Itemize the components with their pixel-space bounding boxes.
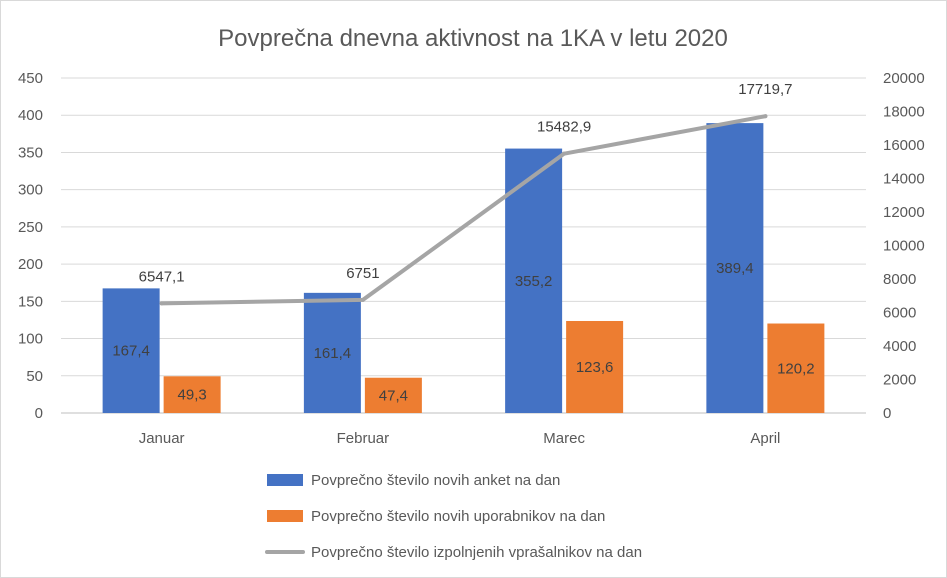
legend-label: Povprečno število izpolnjenih vprašalnik… bbox=[311, 544, 642, 561]
left-axis-tick: 300 bbox=[18, 182, 43, 199]
left-axis-tick: 400 bbox=[18, 107, 43, 124]
line-data-label: 17719,7 bbox=[738, 81, 792, 98]
right-axis-tick: 12000 bbox=[883, 204, 925, 221]
right-axis-tick: 18000 bbox=[883, 104, 925, 121]
right-axis-tick: 6000 bbox=[883, 305, 916, 322]
right-axis-tick: 20000 bbox=[883, 70, 925, 87]
bar-data-label: 49,3 bbox=[178, 387, 207, 404]
legend: Povprečno število novih anket na dan Povp… bbox=[265, 472, 642, 561]
bar-novi-uporabniki bbox=[163, 376, 221, 413]
category-label: Februar bbox=[337, 430, 390, 447]
line-izpolnjeni-vprasalniki bbox=[159, 114, 768, 306]
bar-data-label: 389,4 bbox=[716, 260, 754, 277]
line-point bbox=[360, 297, 365, 302]
category-label: April bbox=[750, 430, 780, 447]
line-point bbox=[562, 151, 567, 156]
left-axis-tick: 200 bbox=[18, 256, 43, 273]
legend-label: Povprečno število novih anket na dan bbox=[311, 472, 560, 489]
bar-nove-ankete bbox=[303, 292, 361, 413]
bar-data-label: 161,4 bbox=[314, 345, 352, 362]
line-series bbox=[159, 114, 768, 306]
bar-data-label: 123,6 bbox=[576, 359, 614, 376]
category-label: Januar bbox=[139, 430, 185, 447]
bar-novi-uporabniki bbox=[566, 320, 624, 413]
legend-label: Povprečno število novih uporabnikov na d… bbox=[311, 508, 605, 525]
right-axis-tick: 2000 bbox=[883, 372, 916, 389]
right-axis-tick: 4000 bbox=[883, 338, 916, 355]
right-axis-tick: 8000 bbox=[883, 271, 916, 288]
bar-data-label: 167,4 bbox=[112, 343, 150, 360]
chart-title: Povprečna dnevna aktivnost na 1KA v letu… bbox=[218, 25, 728, 52]
legend-swatch bbox=[267, 510, 303, 522]
line-data-label: 6751 bbox=[346, 265, 379, 282]
left-axis-tick: 350 bbox=[18, 144, 43, 161]
bar-data-label: 355,2 bbox=[515, 273, 553, 290]
bar-novi-uporabniki bbox=[364, 377, 422, 413]
line-data-label: 6547,1 bbox=[139, 268, 185, 285]
right-axis-tick: 16000 bbox=[883, 137, 925, 154]
bar-nove-ankete bbox=[706, 123, 764, 413]
legend-swatch bbox=[267, 474, 303, 486]
bars bbox=[102, 123, 825, 413]
left-axis-tick: 0 bbox=[35, 405, 43, 422]
left-axis: 0 50 100 150 200 250 300 350 400 450 bbox=[18, 70, 43, 422]
right-axis-tick: 14000 bbox=[883, 171, 925, 188]
line-point bbox=[763, 114, 768, 119]
bar-novi-uporabniki bbox=[767, 323, 825, 413]
line-data-label: 15482,9 bbox=[537, 119, 591, 136]
right-axis-tick: 0 bbox=[883, 405, 891, 422]
right-axis-tick: 10000 bbox=[883, 238, 925, 255]
bar-nove-ankete bbox=[102, 288, 160, 413]
category-axis: Januar Februar Marec April bbox=[139, 430, 781, 447]
left-axis-tick: 100 bbox=[18, 331, 43, 348]
left-axis-tick: 150 bbox=[18, 293, 43, 310]
category-label: Marec bbox=[543, 430, 585, 447]
left-axis-tick: 50 bbox=[26, 368, 43, 385]
left-axis-tick: 450 bbox=[18, 70, 43, 87]
line-point bbox=[159, 301, 164, 306]
data-labels: 167,4 49,3 161,4 47,4 355,2 123,6 389,4 120,2 65… bbox=[112, 81, 814, 404]
bar-nove-ankete bbox=[505, 148, 563, 413]
right-axis: 0 2000 4000 6000 8000 10000 12000 14000 16000 180… bbox=[883, 70, 925, 422]
left-axis-tick: 250 bbox=[18, 219, 43, 236]
bar-data-label: 47,4 bbox=[379, 387, 408, 404]
bar-data-label: 120,2 bbox=[777, 360, 815, 377]
